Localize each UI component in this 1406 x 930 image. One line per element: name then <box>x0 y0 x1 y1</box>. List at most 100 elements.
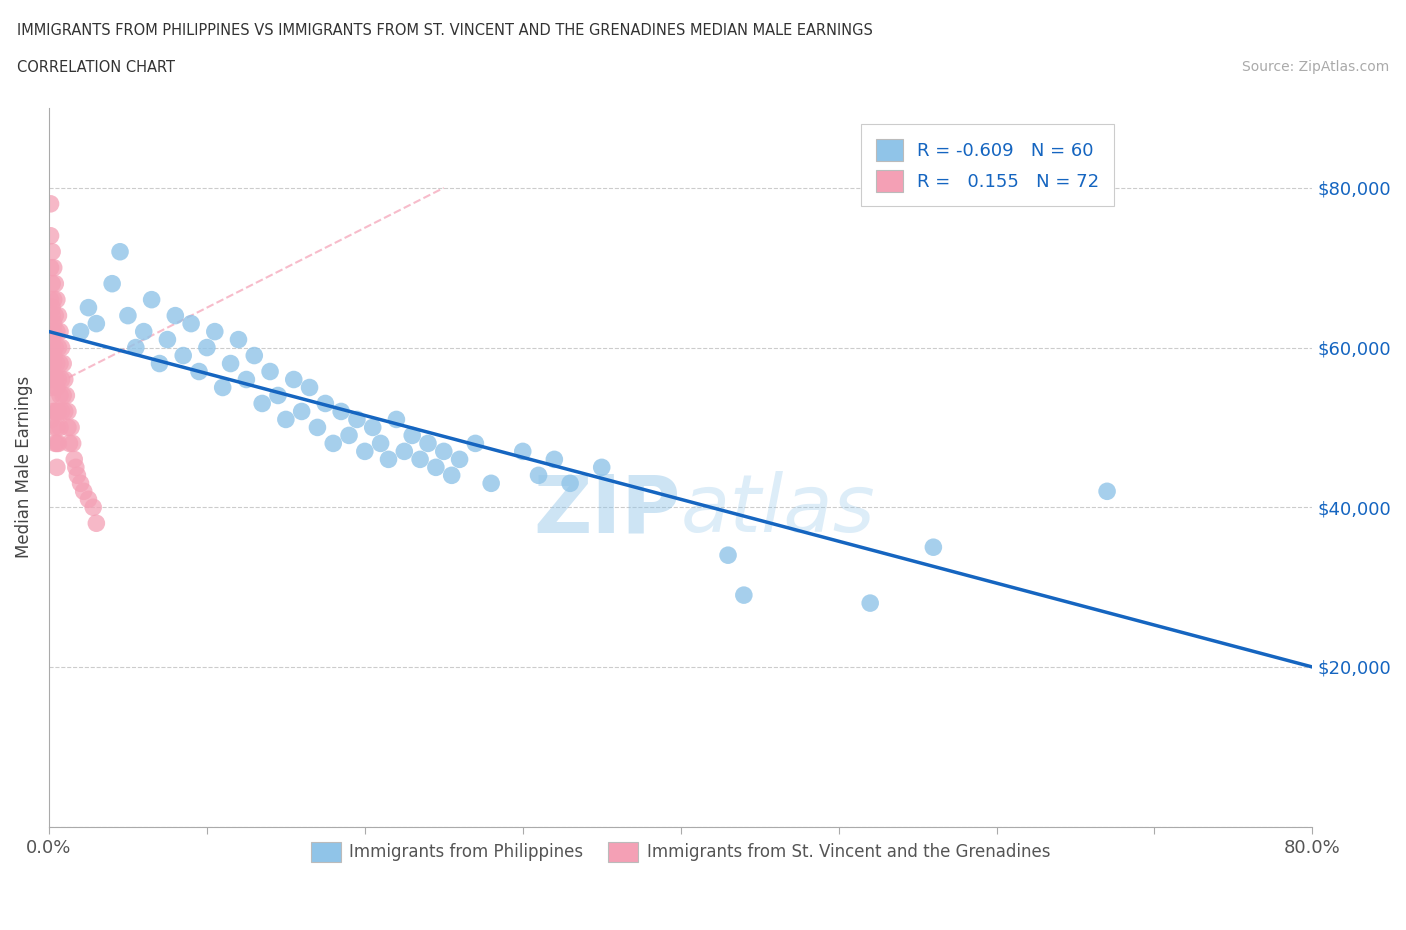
Point <box>45 356 67 371</box>
Point <box>361 420 384 435</box>
Point <box>42 356 65 371</box>
Point <box>42 260 65 275</box>
Point <box>42 325 65 339</box>
Point <box>48 340 70 355</box>
Point <box>51 404 73 418</box>
Point <box>51 340 73 355</box>
Text: CORRELATION CHART: CORRELATION CHART <box>17 60 174 75</box>
Point <box>45 436 67 451</box>
Point <box>45 380 67 395</box>
Point <box>53 372 76 387</box>
Point <box>543 452 565 467</box>
Point <box>45 460 67 475</box>
Point <box>307 420 329 435</box>
Point <box>235 372 257 387</box>
Point <box>464 436 486 451</box>
Point <box>204 325 226 339</box>
Point <box>41 308 63 323</box>
Point <box>41 276 63 291</box>
Point <box>195 340 218 355</box>
Point <box>77 492 100 507</box>
Point <box>416 436 439 451</box>
Point <box>228 332 250 347</box>
Point <box>353 444 375 458</box>
Point <box>108 245 131 259</box>
Point <box>42 372 65 387</box>
Y-axis label: Median Male Earnings: Median Male Earnings <box>15 377 32 559</box>
Point <box>42 404 65 418</box>
Point <box>42 316 65 331</box>
Point <box>82 499 104 514</box>
Point <box>44 308 66 323</box>
Point <box>44 372 66 387</box>
Point <box>250 396 273 411</box>
Point <box>141 292 163 307</box>
Point <box>55 388 77 403</box>
Point <box>39 380 62 395</box>
Point <box>52 388 75 403</box>
Point <box>45 404 67 418</box>
Point <box>63 452 86 467</box>
Text: IMMIGRANTS FROM PHILIPPINES VS IMMIGRANTS FROM ST. VINCENT AND THE GRENADINES ME: IMMIGRANTS FROM PHILIPPINES VS IMMIGRANT… <box>17 23 873 38</box>
Point <box>449 452 471 467</box>
Point <box>132 325 155 339</box>
Point <box>41 364 63 379</box>
Point <box>440 468 463 483</box>
Point <box>148 356 170 371</box>
Text: atlas: atlas <box>681 472 876 550</box>
Point <box>101 276 124 291</box>
Point <box>51 372 73 387</box>
Point <box>156 332 179 347</box>
Point <box>298 380 321 395</box>
Point <box>39 260 62 275</box>
Point <box>49 420 72 435</box>
Point <box>56 404 79 418</box>
Point <box>56 420 79 435</box>
Point <box>45 325 67 339</box>
Point <box>44 276 66 291</box>
Point <box>41 356 63 371</box>
Point <box>394 444 416 458</box>
Legend: Immigrants from Philippines, Immigrants from St. Vincent and the Grenadines: Immigrants from Philippines, Immigrants … <box>304 835 1057 869</box>
Point <box>479 476 502 491</box>
Point <box>69 325 91 339</box>
Point <box>922 539 945 554</box>
Point <box>39 292 62 307</box>
Point <box>274 412 297 427</box>
Point <box>370 436 392 451</box>
Point <box>39 196 62 211</box>
Point <box>377 452 399 467</box>
Point <box>48 404 70 418</box>
Point <box>512 444 534 458</box>
Point <box>49 356 72 371</box>
Point <box>42 348 65 363</box>
Point <box>44 436 66 451</box>
Point <box>41 332 63 347</box>
Point <box>49 388 72 403</box>
Point <box>60 420 83 435</box>
Point <box>44 372 66 387</box>
Point <box>44 340 66 355</box>
Text: Source: ZipAtlas.com: Source: ZipAtlas.com <box>1241 60 1389 74</box>
Point <box>188 364 211 379</box>
Point <box>314 396 336 411</box>
Point <box>52 356 75 371</box>
Point <box>409 452 432 467</box>
Point <box>39 325 62 339</box>
Point <box>717 548 740 563</box>
Point <box>733 588 755 603</box>
Point <box>41 300 63 315</box>
Point <box>527 468 550 483</box>
Point <box>48 436 70 451</box>
Point <box>117 308 139 323</box>
Point <box>41 340 63 355</box>
Point <box>45 420 67 435</box>
Point <box>42 420 65 435</box>
Point <box>1095 484 1118 498</box>
Point <box>42 292 65 307</box>
Point <box>219 356 242 371</box>
Point <box>125 340 148 355</box>
Point <box>62 436 84 451</box>
Point <box>77 300 100 315</box>
Point <box>291 404 314 418</box>
